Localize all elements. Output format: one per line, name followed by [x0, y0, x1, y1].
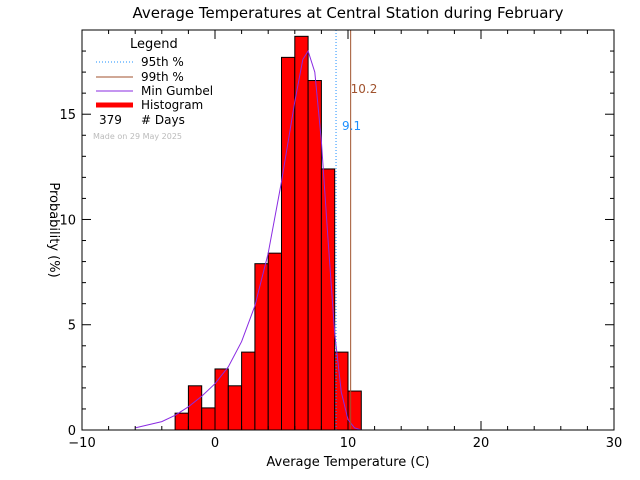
percentile-layer: 9.1 10.2 — [335, 30, 378, 430]
x-axis-label: Average Temperature (C) — [266, 455, 429, 470]
histogram-bar — [201, 407, 216, 431]
p99-label: 10.2 — [351, 82, 378, 96]
y-tick-label: 10 — [59, 213, 76, 228]
histogram-bar — [267, 252, 283, 431]
x-tick-label: 10 — [340, 436, 357, 451]
legend-days-count: 379 — [99, 113, 122, 127]
histogram-bar — [214, 368, 229, 431]
made-on-note: Made on 29 May 2025 — [93, 132, 182, 141]
histogram-bar — [307, 80, 322, 431]
chart-title: Average Temperatures at Central Station … — [133, 4, 564, 22]
histogram-bar — [174, 412, 189, 431]
legend-label-99th: 99th % — [141, 70, 184, 84]
legend: Legend 95th % 99th % Min Gumbel Histogra… — [93, 37, 213, 141]
y-axis-label: Probability (%) — [46, 182, 61, 277]
x-tick-label: 20 — [473, 436, 490, 451]
legend-title: Legend — [130, 37, 178, 52]
y-tick-label: 15 — [59, 108, 76, 123]
x-tick-label: 0 — [211, 436, 219, 451]
x-tick-label: 30 — [606, 436, 623, 451]
gumbel-curve-layer — [135, 49, 362, 431]
histogram-bar — [254, 263, 269, 431]
legend-label-gumbel: Min Gumbel — [141, 84, 213, 98]
histogram-bar — [347, 390, 362, 431]
histogram-bar — [187, 385, 203, 431]
y-tick-label: 0 — [68, 424, 76, 439]
x-tick-label: −10 — [68, 436, 95, 451]
histogram-bar — [241, 351, 256, 431]
gumbel-curve — [135, 49, 362, 431]
legend-days-label: # Days — [141, 113, 185, 127]
histogram-bar — [227, 385, 243, 431]
legend-label-95th: 95th % — [141, 55, 184, 69]
histogram-bar — [294, 35, 309, 431]
y-tick-label: 5 — [68, 319, 76, 334]
histogram-bars — [174, 35, 362, 431]
p95-label: 9.1 — [342, 119, 361, 133]
legend-label-histogram: Histogram — [141, 98, 203, 112]
